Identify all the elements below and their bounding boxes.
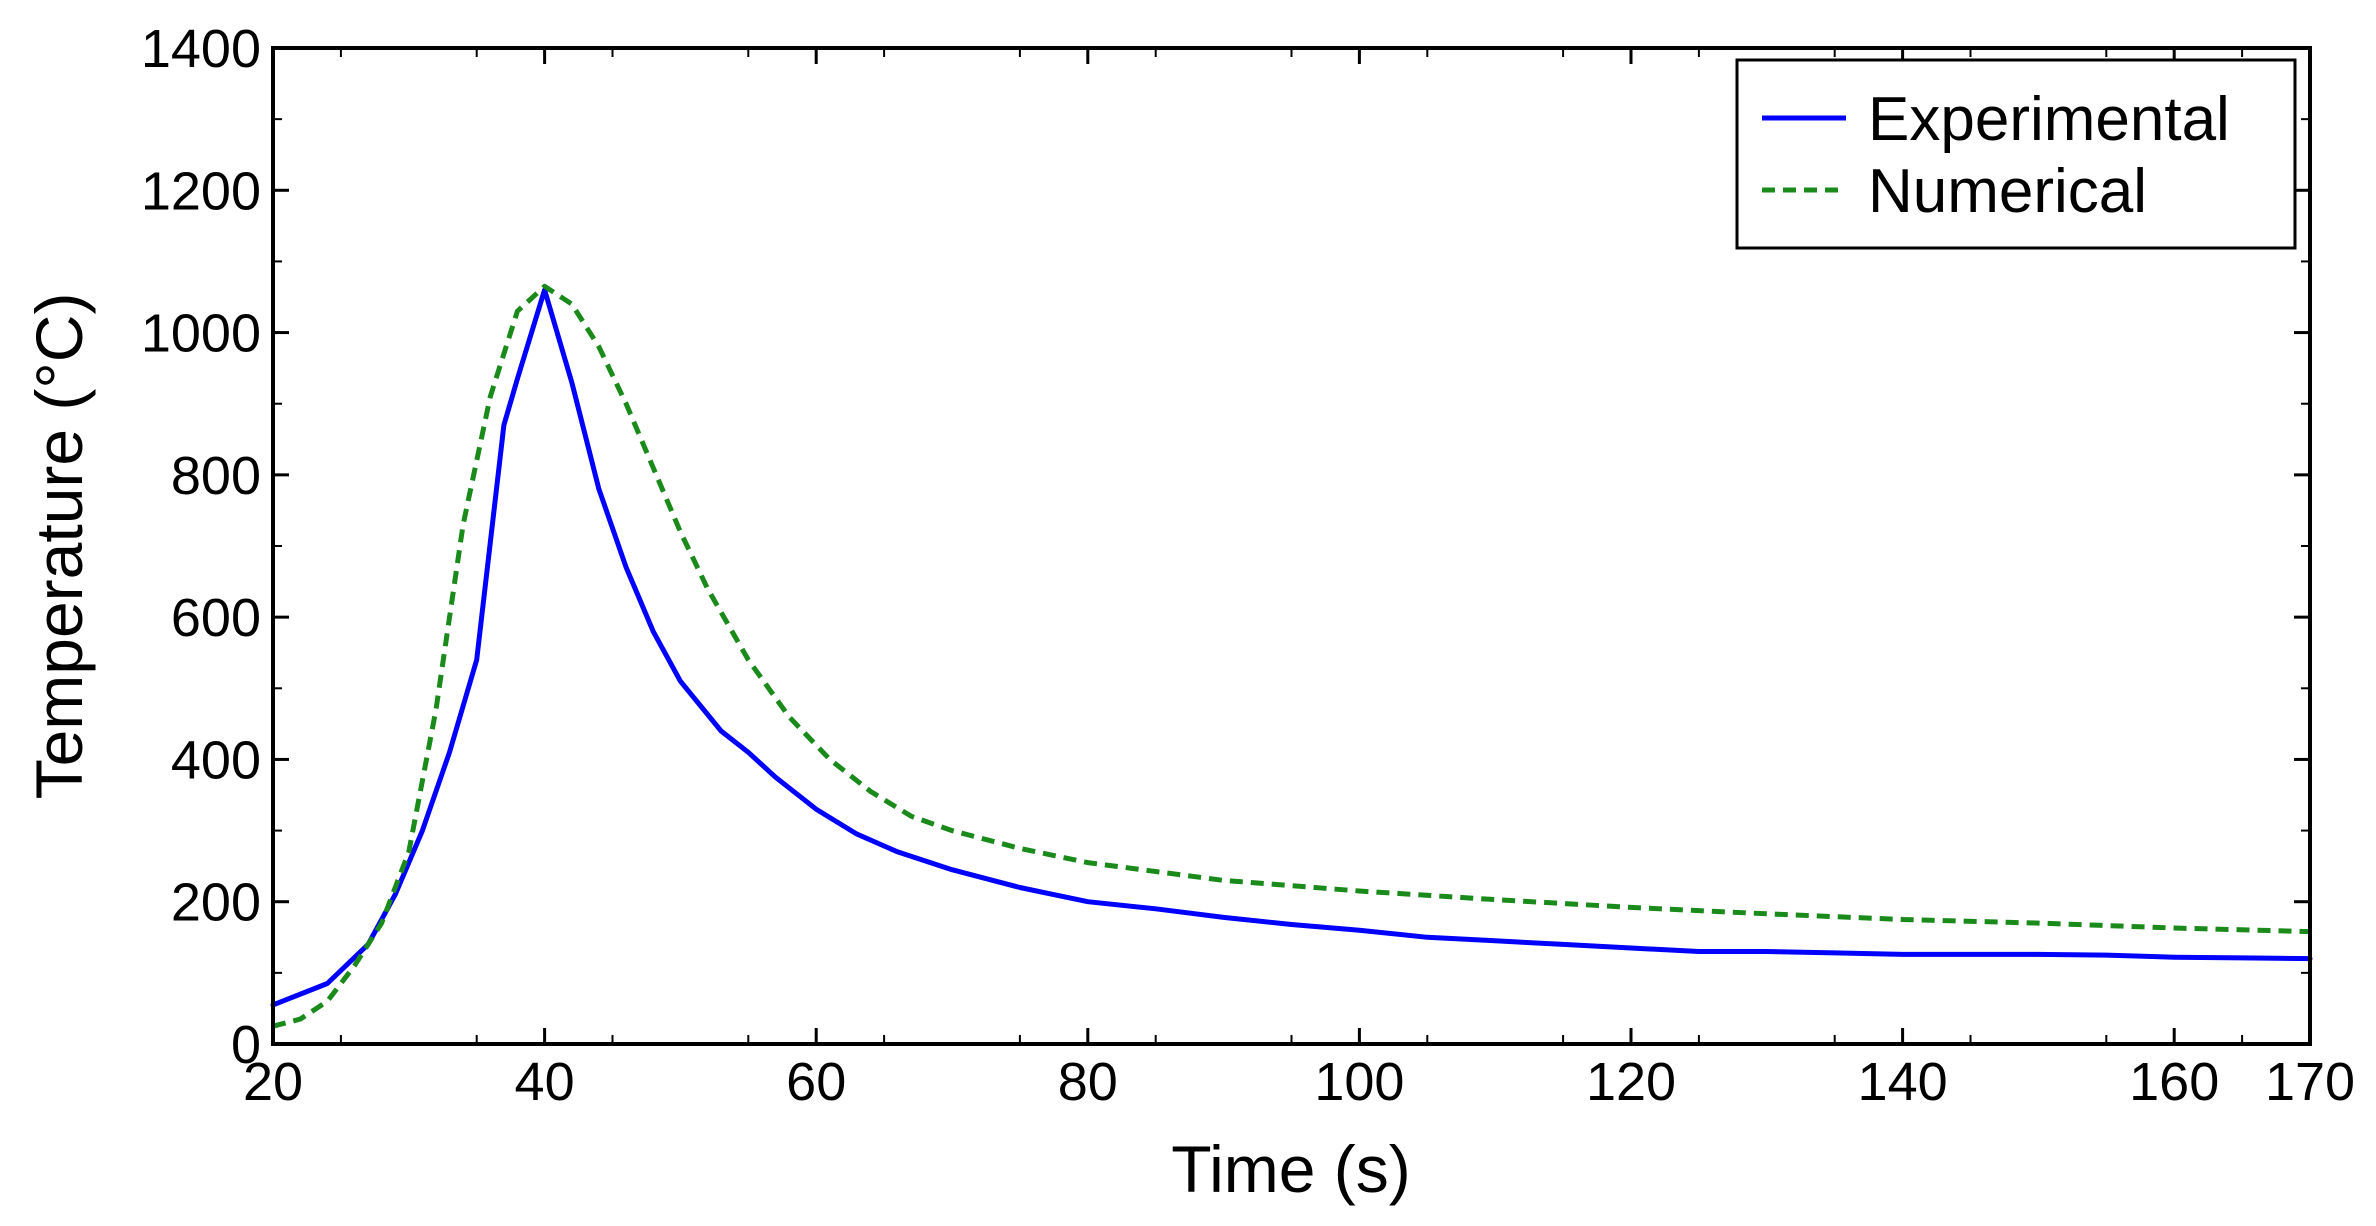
- y-tick-label: 1400: [141, 19, 261, 79]
- x-tick-label: 140: [1858, 1052, 1948, 1112]
- y-tick-label: 1000: [141, 304, 261, 364]
- series-line-numerical: [272, 283, 2311, 1029]
- x-tick-label: 40: [515, 1052, 575, 1112]
- y-tick-label: 400: [171, 730, 261, 790]
- x-axis-title: Time (s): [1171, 1132, 1411, 1206]
- x-tick-label: 160: [2129, 1052, 2219, 1112]
- legend-label-numerical: Numerical: [1868, 157, 2147, 226]
- y-tick-label: 600: [171, 588, 261, 648]
- plot-lines: [270, 283, 2313, 1029]
- y-tick-label: 0: [231, 1015, 261, 1075]
- x-tick-label: 20: [243, 1052, 303, 1112]
- series-line-experimental: [270, 287, 2313, 1008]
- legend-box: [1735, 58, 2297, 250]
- axis-ticks: [271, 46, 2312, 1046]
- x-tick-label: 120: [1586, 1052, 1676, 1112]
- axis-tick-labels: 20 40 60 80 100 120 140 160 170 0 200 400 600 800 1000…: [141, 19, 2355, 1112]
- x-tick-label: 60: [786, 1052, 846, 1112]
- x-tick-label: 170: [2265, 1052, 2355, 1112]
- legend: Experimental Numerical: [1735, 58, 2297, 250]
- y-tick-label: 200: [171, 873, 261, 933]
- x-tick-label: 80: [1058, 1052, 1118, 1112]
- legend-label-experimental: Experimental: [1868, 85, 2230, 154]
- y-tick-label: 800: [171, 446, 261, 506]
- y-axis-title: Temperature (°C): [22, 293, 96, 800]
- y-tick-label: 1200: [141, 161, 261, 221]
- x-tick-label: 100: [1314, 1052, 1404, 1112]
